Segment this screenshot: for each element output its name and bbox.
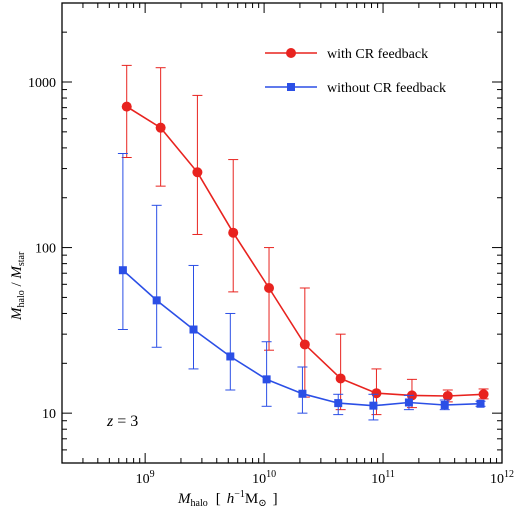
legend-marker-with-cr (286, 48, 296, 58)
x-tick-label: 109 (136, 469, 155, 487)
data-point (478, 389, 489, 400)
data-point (262, 375, 271, 384)
data-point (228, 227, 239, 238)
data-point (442, 390, 453, 401)
data-point (404, 398, 413, 407)
data-point (155, 122, 166, 133)
data-point (299, 339, 310, 350)
x-tick-label: 1011 (371, 469, 395, 487)
data-point (121, 101, 132, 112)
x-axis-label: Mhalo[h−1M⊙] (177, 489, 278, 509)
data-point (152, 296, 161, 305)
data-point (440, 401, 449, 410)
legend-marker-without-cr (287, 83, 295, 91)
y-tick-label: 100 (35, 242, 56, 257)
data-point (369, 401, 378, 410)
data-point (118, 266, 127, 275)
series-without-cr (117, 152, 486, 421)
x-tick-label: 1012 (490, 469, 514, 487)
data-point (371, 388, 382, 399)
y-tick-label: 10 (42, 407, 56, 422)
legend: with CR feedback without CR feedback (265, 47, 446, 96)
data-point (189, 325, 198, 334)
legend-label-with-cr: with CR feedback (327, 47, 428, 62)
data-point (298, 389, 307, 398)
series-line (122, 269, 481, 407)
x-tick-label: 1010 (252, 469, 276, 487)
legend-label-without-cr: without CR feedback (327, 81, 446, 96)
data-point (334, 399, 343, 408)
plot-frame (61, 2, 503, 464)
y-tick-label: 1000 (28, 76, 56, 91)
data-point (335, 373, 346, 384)
data-point (226, 352, 235, 361)
data-point (264, 283, 275, 294)
y-axis-label: Mhalo / Mstar (9, 251, 27, 321)
data-point (192, 167, 203, 178)
redshift-annotation: z = 3 (106, 413, 138, 430)
series-with-cr (121, 64, 489, 416)
data-point (476, 399, 485, 408)
